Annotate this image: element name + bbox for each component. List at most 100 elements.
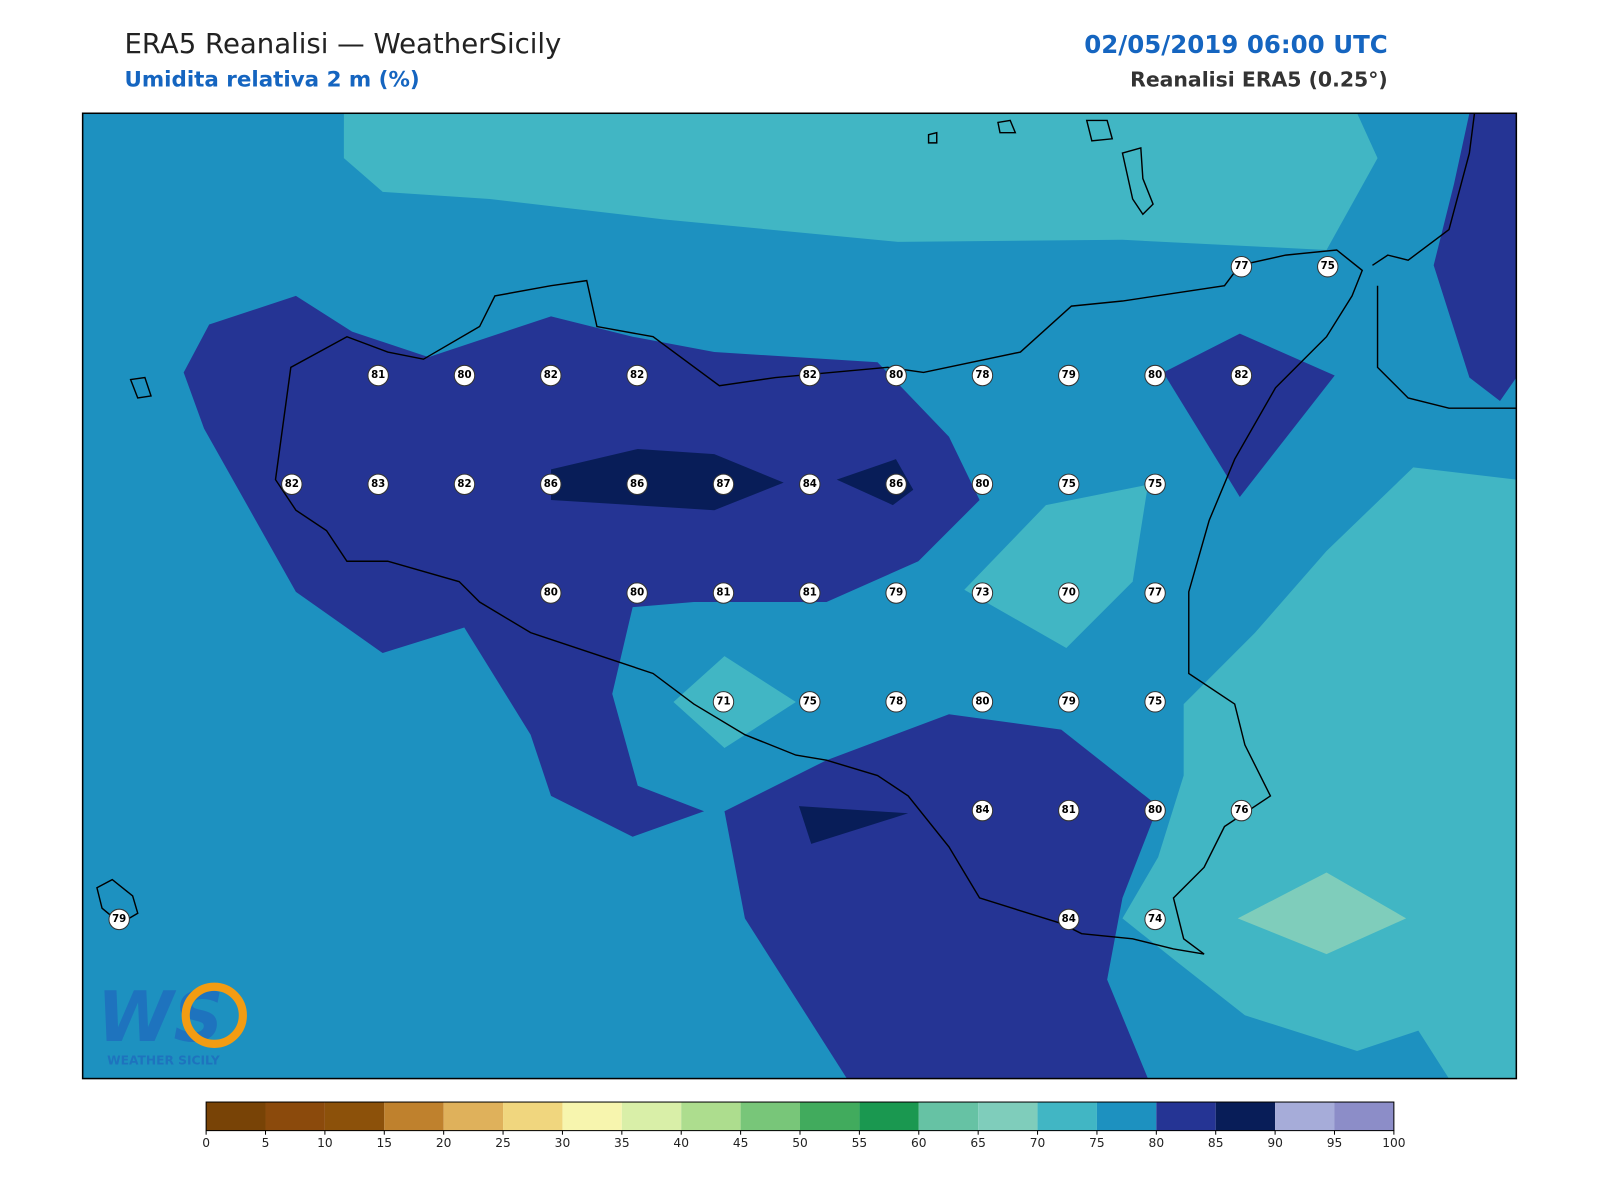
colorbar-tick-label: 70: [1030, 1136, 1046, 1150]
station-marker: [108, 908, 130, 931]
colorbar-tick-label: 0: [202, 1136, 210, 1150]
station-value: 80: [1148, 370, 1162, 381]
station-value: 80: [1148, 805, 1162, 816]
colorbar-tick-label: 30: [555, 1136, 571, 1150]
coastline: [274, 249, 1364, 955]
station-marker: [971, 364, 994, 387]
station-value: 80: [457, 370, 471, 381]
station-value: 82: [285, 479, 299, 490]
colorbar-tick-label: 60: [911, 1136, 927, 1150]
station-marker: [1058, 364, 1080, 387]
colorbar-bin: [443, 1102, 504, 1131]
contour-70-75: [964, 484, 1148, 648]
station-marker: [1058, 691, 1080, 713]
contour-65-70: [1237, 872, 1407, 955]
station-value: 78: [975, 370, 989, 381]
station-marker: [1144, 582, 1166, 604]
station-marker: [626, 364, 648, 387]
station-marker: [1058, 908, 1080, 931]
station-value: 84: [975, 805, 989, 816]
station-value: 82: [544, 370, 558, 381]
station-value: 79: [1062, 696, 1076, 707]
station-marker: [453, 364, 476, 387]
station-value: 82: [803, 370, 817, 381]
colorbar-tick-label: 80: [1149, 1136, 1165, 1150]
station-value: 86: [889, 479, 903, 490]
contour-85-90: [551, 448, 784, 511]
colorbar-tick-label: 10: [317, 1136, 333, 1150]
station-value: 87: [716, 479, 730, 490]
station-marker: [971, 473, 994, 496]
contour-70-75: [673, 656, 796, 748]
station-marker: [281, 473, 303, 496]
contour-80-85: [724, 714, 1159, 1079]
station-marker: [1144, 691, 1166, 713]
station-marker: [712, 691, 735, 713]
station-marker: [799, 473, 821, 496]
colorbar-tick-label: 25: [495, 1136, 511, 1150]
station-value: 77: [1148, 588, 1162, 599]
station-value: 80: [889, 370, 903, 381]
map-frame: [81, 112, 1518, 1080]
colorbar-bin: [681, 1102, 741, 1131]
colorbar-tick-label: 40: [673, 1136, 689, 1150]
map-area: [82, 113, 1517, 1079]
station-value: 82: [457, 479, 471, 490]
station-value: 81: [803, 588, 817, 599]
station-marker: [971, 691, 994, 713]
colorbar-tick-label: 90: [1267, 1136, 1283, 1150]
station-marker: [1058, 799, 1080, 822]
station-value: 71: [716, 696, 730, 707]
colorbar-bin: [740, 1102, 800, 1131]
colorbar-bin: [384, 1102, 444, 1131]
station-value: 82: [630, 370, 644, 381]
station-value: 78: [889, 696, 903, 707]
station-marker: [885, 691, 907, 713]
logo: WS WEATHER SICILY: [97, 978, 247, 1067]
station-marker: [1230, 364, 1253, 387]
colorbar-tick-label: 50: [792, 1136, 808, 1150]
station-marker: [1144, 908, 1166, 931]
station-marker: [885, 473, 907, 496]
station-value: 84: [1062, 914, 1076, 925]
colorbar-tick-label: 45: [733, 1136, 749, 1150]
station-value: 79: [112, 914, 126, 925]
subtitle: Umidita relativa 2 m (%): [124, 68, 419, 93]
station-value: 80: [544, 588, 558, 599]
colorbar: 0 5 10 15 20 25 30 35 40 45 50 55 60 65 70 75 80 85 90 95 10…: [202, 1101, 1406, 1150]
station-value: 74: [1148, 914, 1162, 925]
station-value: 79: [889, 588, 903, 599]
station-marker: [712, 473, 735, 496]
station-marker: [1058, 473, 1080, 496]
station-marker: [1230, 799, 1253, 822]
station-marker: [1230, 256, 1253, 278]
colorbar-bin: [503, 1102, 563, 1131]
colorbar-tick-label: 5: [262, 1136, 270, 1150]
contour-70-75: [1122, 467, 1517, 1079]
station-marker: [1144, 799, 1166, 822]
station-marker: [1144, 364, 1166, 387]
station-labels: 77 75 81 80 82 82 82 80 78 79 80 82 82 83 82 86 86 87 84 86…: [108, 256, 1339, 931]
station-marker: [799, 364, 821, 387]
colorbar-tick-label: 75: [1089, 1136, 1105, 1150]
colorbar-bin: [918, 1102, 979, 1131]
station-value: 70: [1062, 588, 1076, 599]
colorbar-bin: [1215, 1102, 1276, 1131]
station-value: 75: [803, 696, 817, 707]
colorbar-tick-label: 35: [614, 1136, 630, 1150]
colorbar-bin: [621, 1102, 682, 1131]
station-marker: [540, 582, 562, 604]
station-value: 76: [1234, 805, 1248, 816]
station-marker: [540, 473, 562, 496]
station-marker: [367, 364, 389, 387]
logo-sun: [181, 982, 247, 1048]
station-value: 77: [1234, 261, 1248, 272]
contour-70-75: [343, 113, 1378, 250]
contour-80-85: [1163, 333, 1335, 497]
station-marker: [712, 582, 735, 604]
logo-text: WEATHER SICILY: [107, 1053, 220, 1067]
station-marker: [453, 473, 476, 496]
station-marker: [626, 582, 648, 604]
